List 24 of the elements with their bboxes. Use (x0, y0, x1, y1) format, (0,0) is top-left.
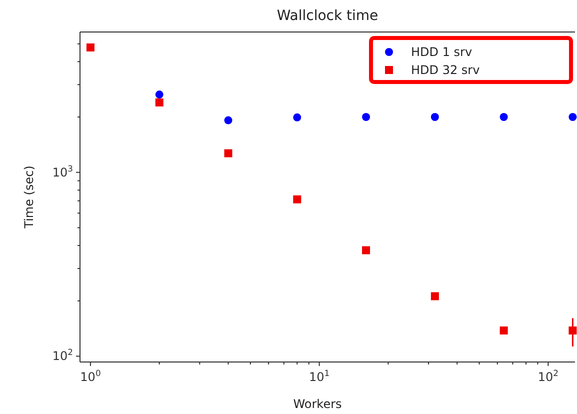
point (568, 326, 577, 334)
legend-label: HDD 32 srv (411, 63, 480, 77)
point (362, 246, 370, 254)
x-tick-label: 10$^{0}$ (80, 368, 101, 384)
point (224, 116, 232, 124)
point (86, 43, 94, 52)
x-tick-label: 10$^{1}$ (309, 368, 330, 384)
chart-title: Wallclock time (276, 8, 378, 24)
point (568, 113, 577, 122)
point (500, 113, 508, 122)
x-axis-title: Workers (293, 397, 342, 411)
point (430, 292, 439, 300)
point (293, 113, 302, 122)
point (293, 195, 302, 204)
point (500, 326, 508, 334)
point (224, 149, 232, 158)
point (362, 113, 370, 122)
y-tick-label: 10$^{3}$ (52, 163, 73, 180)
point (155, 98, 164, 106)
point (155, 90, 164, 99)
legend-label: HDD 1 srv (411, 45, 472, 59)
x-tick-label: 10$^{2}$ (538, 368, 558, 384)
point (430, 113, 439, 122)
y-axis-title: Time (sec) (22, 166, 36, 230)
